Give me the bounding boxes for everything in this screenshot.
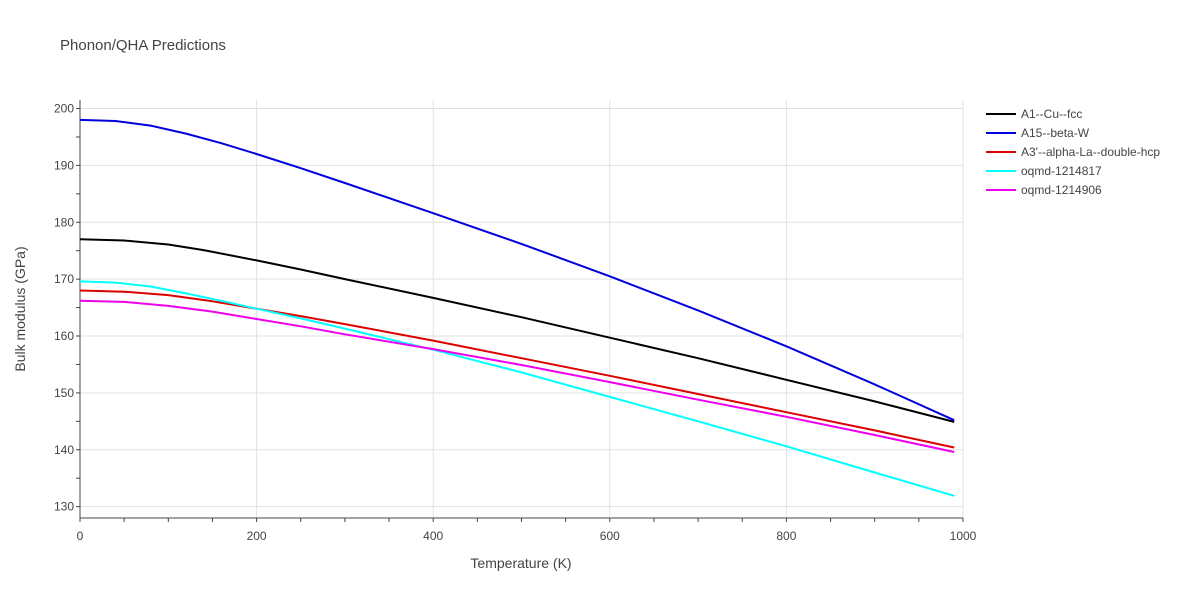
- y-tick-label: 170: [54, 272, 74, 286]
- legend-item[interactable]: oqmd-1214906: [986, 183, 1102, 197]
- grid: [80, 100, 964, 518]
- series-line-a15-beta-w: [79, 118, 955, 422]
- y-tick-label: 190: [54, 158, 74, 172]
- y-tick-label: 140: [54, 443, 74, 457]
- x-tick-label: 800: [776, 529, 796, 543]
- legend-label: A15--beta-W: [1021, 126, 1090, 140]
- legend-item[interactable]: oqmd-1214817: [986, 164, 1102, 178]
- legend: A1--Cu--fcc A15--beta-W A3'--alpha-La--dou…: [986, 107, 1160, 197]
- x-tick-label: 1000: [950, 529, 977, 543]
- y-axis-title: Bulk modulus (GPa): [12, 246, 28, 371]
- legend-label: A3'--alpha-La--double-hcp: [1021, 145, 1160, 159]
- series-line-oqmd-1214817: [79, 280, 955, 497]
- x-tick-label: 200: [247, 529, 267, 543]
- y-tick-label: 150: [54, 386, 74, 400]
- axes: 0 200 400 600 800 1000 130 140 150 160 170 180 190 20…: [54, 100, 977, 543]
- legend-item[interactable]: A15--beta-W: [986, 126, 1090, 140]
- x-tick-label: 0: [77, 529, 84, 543]
- x-tick-label: 600: [600, 529, 620, 543]
- series-line-a1-cu-fcc: [79, 238, 955, 423]
- plot-area: [79, 118, 955, 497]
- y-tick-label: 200: [54, 102, 74, 116]
- x-axis-title: Temperature (K): [470, 555, 571, 571]
- legend-label: A1--Cu--fcc: [1021, 107, 1082, 121]
- y-tick-label: 160: [54, 329, 74, 343]
- y-tick-label: 130: [54, 500, 74, 514]
- legend-item[interactable]: A1--Cu--fcc: [986, 107, 1082, 121]
- chart-title: Phonon/QHA Predictions: [60, 37, 226, 54]
- series-line-a3-alpha-la-double-hcp: [79, 289, 955, 449]
- x-tick-label: 400: [423, 529, 443, 543]
- series-line-oqmd-1214906: [79, 299, 955, 453]
- legend-item[interactable]: A3'--alpha-La--double-hcp: [986, 145, 1160, 159]
- legend-label: oqmd-1214906: [1021, 183, 1102, 197]
- legend-label: oqmd-1214817: [1021, 164, 1102, 178]
- y-tick-label: 180: [54, 215, 74, 229]
